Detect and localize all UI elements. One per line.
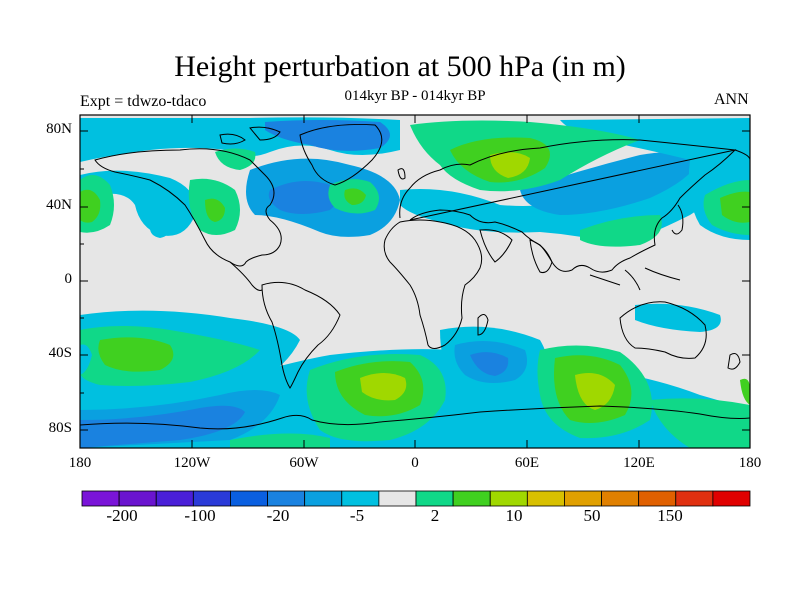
x-tick-label: 180 [68,455,92,471]
contour-positive-sh-east-small [740,378,750,405]
contour-negative-southern-ocean-core [80,405,245,448]
contour-negative-na-core [268,181,338,214]
colorbar-swatch [564,490,602,507]
coastline-eurasia [399,139,750,273]
x-tick-label: 0 [411,455,419,471]
coastline-central-america [229,261,263,291]
x-tick-label: 60E [514,455,540,471]
coastline-south-america [261,281,341,389]
y-tick-label: 80S [48,420,72,436]
colorbar-swatch [526,490,565,507]
colorbar-label: 50 [583,506,601,525]
colorbar [81,490,751,507]
colorbar-swatch [452,490,491,507]
contour-field [80,115,750,448]
contour-negative-sh-pacific-west [80,344,92,375]
coastline-indonesia [589,267,681,291]
colorbar-swatch [712,490,751,507]
colorbar-swatch [267,490,306,507]
contour-positive-greenland [215,148,256,170]
coastline-new-zealand [727,353,741,370]
colorbar-swatch [341,490,380,507]
coastline-greenland [299,123,383,186]
coastline-antarctica [80,405,750,430]
coastline-arctic-islands [219,126,281,145]
y-tick-label: 40N [46,197,72,213]
experiment-label: Expt = tdwzo-tdaco [80,93,207,110]
contour-negative-nh-top-core [265,120,390,151]
coastline-north-america [94,148,282,267]
contour-positive-pacific-east-core [720,191,750,223]
colorbar-swatch [489,490,528,507]
colorbar-swatch [378,490,417,507]
colorbar-label: 2 [430,506,440,525]
coastline-africa [383,219,483,349]
coastline-arabia-india [479,229,553,273]
contour-negative-eurasia-core [520,152,700,215]
contour-negative-arctic-east [560,118,750,162]
contour-positive-pacific-west-core [80,189,101,223]
colorbar-label: -200 [106,506,138,525]
colorbar-label: -5 [349,506,365,525]
colorbar-swatch [415,490,454,507]
y-tick-label: 0 [64,271,73,287]
contour-negative-pacific-sw [635,303,721,332]
contour-positive-south-indian-core [575,372,615,410]
coastline-uk [397,168,406,180]
page-title: Height perturbation at 500 hPa (in m) [174,50,626,83]
y-tick-label: 40S [48,345,72,361]
contour-positive-atlantic-core [344,188,366,205]
contour-positive-siberia-core [490,152,530,178]
contour-positive-south-atlantic-core [360,373,407,401]
colorbar-label: 10 [505,506,523,525]
y-tick-label: 80N [46,121,72,137]
coastline-madagascar [477,314,489,336]
colorbar-swatch [675,490,714,507]
colorbar-label: 150 [657,506,683,525]
x-tick-label: 60W [289,455,319,471]
contour-negative-small-pacific [150,225,170,238]
colorbar-swatch [638,490,677,507]
subtitle: 014kyr BP - 014kyr BP [344,88,486,104]
contour-positive-sh-pacific-core [98,337,174,372]
contour-positive-east-asia [580,215,662,247]
colorbar-label: -20 [266,506,290,525]
contour-positive-na-west-core [205,198,225,222]
colorbar-swatch [118,490,157,507]
colorbar-swatch [601,490,640,507]
contour-positive-antarctic-west [230,433,330,448]
colorbar-label: -100 [184,506,216,525]
colorbar-swatch [230,490,268,507]
colorbar-swatch [81,490,120,507]
axis-ticks [79,115,751,448]
coastline-japan [671,204,684,235]
contour-negative-indian-core [470,352,509,376]
x-tick-label: 120E [623,455,655,471]
colorbar-swatch [155,490,194,507]
colorbar-swatch [304,490,343,507]
season-label: ANN [714,91,749,108]
colorbar-swatch [192,490,231,507]
x-tick-label: 180 [738,455,762,471]
coastlines [80,123,750,430]
x-tick-label: 120W [173,455,211,471]
coastline-australia [619,301,707,359]
